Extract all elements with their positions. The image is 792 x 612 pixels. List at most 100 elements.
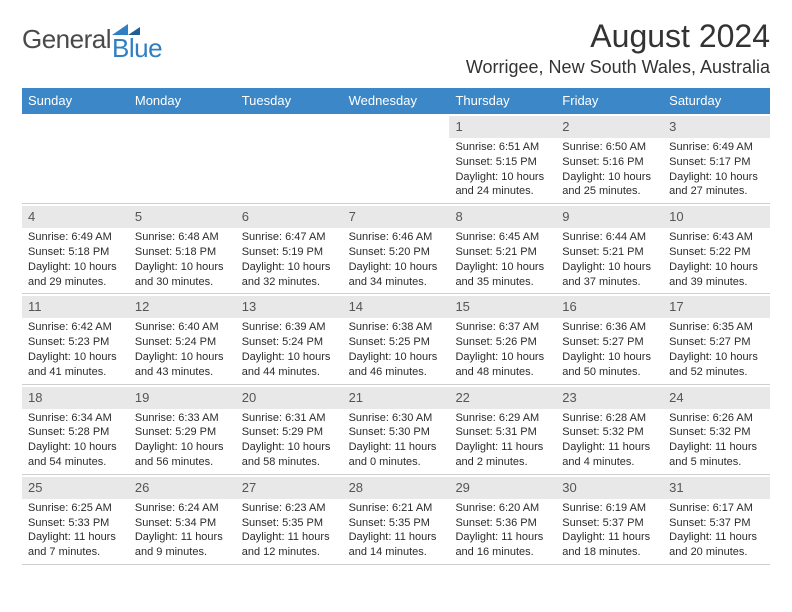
day-number-row: 27 xyxy=(236,477,343,499)
day-number: 14 xyxy=(349,299,363,314)
day-cell: 30Sunrise: 6:19 AMSunset: 5:37 PMDayligh… xyxy=(556,475,663,564)
day-number-row: 10 xyxy=(663,206,770,228)
day-cell: 25Sunrise: 6:25 AMSunset: 5:33 PMDayligh… xyxy=(22,475,129,564)
sunset-text: Sunset: 5:29 PM xyxy=(135,425,232,440)
sunset-text: Sunset: 5:32 PM xyxy=(562,425,659,440)
day-number-row: 4 xyxy=(22,206,129,228)
sunset-text: Sunset: 5:31 PM xyxy=(455,425,552,440)
daylight-text: Daylight: 11 hours and 14 minutes. xyxy=(349,530,446,560)
month-title: August 2024 xyxy=(466,18,770,55)
sunset-text: Sunset: 5:15 PM xyxy=(455,155,552,170)
day-cell xyxy=(22,114,129,203)
day-number-row: 9 xyxy=(556,206,663,228)
day-cell xyxy=(343,114,450,203)
daylight-text: Daylight: 10 hours and 30 minutes. xyxy=(135,260,232,290)
day-number-row: 30 xyxy=(556,477,663,499)
sunrise-text: Sunrise: 6:26 AM xyxy=(669,411,766,426)
day-number: 7 xyxy=(349,209,356,224)
daylight-text: Daylight: 10 hours and 25 minutes. xyxy=(562,170,659,200)
day-cell: 9Sunrise: 6:44 AMSunset: 5:21 PMDaylight… xyxy=(556,204,663,293)
sunset-text: Sunset: 5:28 PM xyxy=(28,425,125,440)
day-number: 31 xyxy=(669,480,683,495)
daylight-text: Daylight: 10 hours and 52 minutes. xyxy=(669,350,766,380)
logo: General Blue xyxy=(22,18,162,64)
logo-word-blue: Blue xyxy=(112,33,162,64)
daylight-text: Daylight: 10 hours and 35 minutes. xyxy=(455,260,552,290)
day-cell: 18Sunrise: 6:34 AMSunset: 5:28 PMDayligh… xyxy=(22,385,129,474)
week-row: 18Sunrise: 6:34 AMSunset: 5:28 PMDayligh… xyxy=(22,385,770,475)
daylight-text: Daylight: 11 hours and 18 minutes. xyxy=(562,530,659,560)
sunrise-text: Sunrise: 6:49 AM xyxy=(28,230,125,245)
day-number: 9 xyxy=(562,209,569,224)
sunset-text: Sunset: 5:18 PM xyxy=(135,245,232,260)
day-number: 20 xyxy=(242,390,256,405)
daylight-text: Daylight: 11 hours and 4 minutes. xyxy=(562,440,659,470)
daylight-text: Daylight: 11 hours and 2 minutes. xyxy=(455,440,552,470)
day-cell: 22 Sunrise: 6:29 AMSunset: 5:31 PMDayligh… xyxy=(449,385,556,474)
logo-blue-wrap: Blue xyxy=(112,24,162,64)
day-number-row xyxy=(129,116,236,120)
weekday-header: Thursday xyxy=(449,88,556,114)
day-cell: 20Sunrise: 6:31 AMSunset: 5:29 PMDayligh… xyxy=(236,385,343,474)
day-number: 24 xyxy=(669,390,683,405)
day-cell: 1Sunrise: 6:51 AMSunset: 5:15 PMDaylight… xyxy=(449,114,556,203)
day-number-row xyxy=(343,116,450,120)
day-number: 30 xyxy=(562,480,576,495)
day-number: 4 xyxy=(28,209,35,224)
day-cell: 27Sunrise: 6:23 AMSunset: 5:35 PMDayligh… xyxy=(236,475,343,564)
sunset-text: Sunset: 5:18 PM xyxy=(28,245,125,260)
sunrise-text: Sunrise: 6:30 AM xyxy=(349,411,446,426)
daylight-text: Daylight: 10 hours and 32 minutes. xyxy=(242,260,339,290)
day-number-row: 17 xyxy=(663,296,770,318)
daylight-text: Daylight: 10 hours and 39 minutes. xyxy=(669,260,766,290)
sunrise-text: Sunrise: 6:21 AM xyxy=(349,501,446,516)
day-number-row: 3 xyxy=(663,116,770,138)
sunrise-text: Sunrise: 6:29 AM xyxy=(455,411,552,426)
day-number-row: 21 xyxy=(343,387,450,409)
sunrise-text: Sunrise: 6:47 AM xyxy=(242,230,339,245)
day-cell: 21Sunrise: 6:30 AMSunset: 5:30 PMDayligh… xyxy=(343,385,450,474)
day-number-row: 13 xyxy=(236,296,343,318)
logo-word-general: General xyxy=(22,24,111,55)
daylight-text: Daylight: 10 hours and 37 minutes. xyxy=(562,260,659,290)
sunrise-text: Sunrise: 6:24 AM xyxy=(135,501,232,516)
day-cell: 10 Sunrise: 6:43 AMSunset: 5:22 PMDayligh… xyxy=(663,204,770,293)
day-number-row: 28 xyxy=(343,477,450,499)
weeks-container: 1Sunrise: 6:51 AMSunset: 5:15 PMDaylight… xyxy=(22,114,770,565)
sunset-text: Sunset: 5:19 PM xyxy=(242,245,339,260)
week-row: 25Sunrise: 6:25 AMSunset: 5:33 PMDayligh… xyxy=(22,475,770,565)
sunset-text: Sunset: 5:25 PM xyxy=(349,335,446,350)
day-cell: 31Sunrise: 6:17 AMSunset: 5:37 PMDayligh… xyxy=(663,475,770,564)
sunset-text: Sunset: 5:26 PM xyxy=(455,335,552,350)
day-number: 15 xyxy=(455,299,469,314)
sunrise-text: Sunrise: 6:20 AM xyxy=(455,501,552,516)
day-number-row: 25 xyxy=(22,477,129,499)
day-number-row: 29 xyxy=(449,477,556,499)
daylight-text: Daylight: 10 hours and 27 minutes. xyxy=(669,170,766,200)
sunrise-text: Sunrise: 6:49 AM xyxy=(669,140,766,155)
sunset-text: Sunset: 5:35 PM xyxy=(349,516,446,531)
day-number: 10 xyxy=(669,209,683,224)
day-number-row: 26 xyxy=(129,477,236,499)
day-number: 27 xyxy=(242,480,256,495)
sunset-text: Sunset: 5:29 PM xyxy=(242,425,339,440)
day-number-row: 19 xyxy=(129,387,236,409)
sunset-text: Sunset: 5:22 PM xyxy=(669,245,766,260)
sunrise-text: Sunrise: 6:28 AM xyxy=(562,411,659,426)
sunset-text: Sunset: 5:27 PM xyxy=(562,335,659,350)
day-cell: 19Sunrise: 6:33 AMSunset: 5:29 PMDayligh… xyxy=(129,385,236,474)
day-cell: 8Sunrise: 6:45 AMSunset: 5:21 PMDaylight… xyxy=(449,204,556,293)
sunrise-text: Sunrise: 6:17 AM xyxy=(669,501,766,516)
sunrise-text: Sunrise: 6:43 AM xyxy=(669,230,766,245)
daylight-text: Daylight: 11 hours and 0 minutes. xyxy=(349,440,446,470)
day-number-row: 22 xyxy=(449,387,556,409)
day-cell: 4Sunrise: 6:49 AMSunset: 5:18 PMDaylight… xyxy=(22,204,129,293)
sunrise-text: Sunrise: 6:46 AM xyxy=(349,230,446,245)
day-number-row: 15 xyxy=(449,296,556,318)
day-number-row: 7 xyxy=(343,206,450,228)
sunset-text: Sunset: 5:16 PM xyxy=(562,155,659,170)
day-cell: 2Sunrise: 6:50 AMSunset: 5:16 PMDaylight… xyxy=(556,114,663,203)
sunrise-text: Sunrise: 6:23 AM xyxy=(242,501,339,516)
title-block: August 2024 Worrigee, New South Wales, A… xyxy=(466,18,770,78)
day-number: 2 xyxy=(562,119,569,134)
